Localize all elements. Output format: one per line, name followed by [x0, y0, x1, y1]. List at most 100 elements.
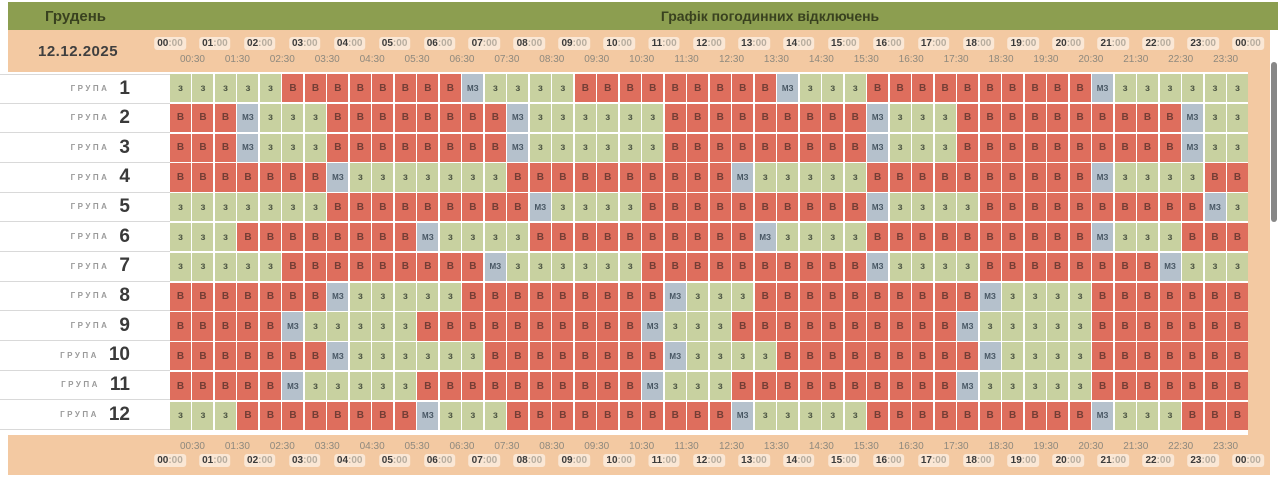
hour-label: 23:00 [1187, 454, 1219, 467]
hour-label: 08:00 [513, 454, 546, 467]
schedule-cell: В [1114, 133, 1136, 162]
schedule-cell: з [597, 193, 619, 222]
half-hour-label: 10:30 [629, 441, 655, 452]
hour-label: 17:00 [917, 454, 950, 467]
schedule-cell: В [484, 193, 506, 222]
schedule-cell: з [1182, 252, 1204, 282]
schedule-cell: МЗ [529, 193, 551, 222]
hour-label: 09:00 [558, 454, 591, 467]
group-row: ГРУПА 12 [0, 400, 170, 430]
schedule-cell: В [709, 252, 731, 282]
schedule-cell: В [1047, 222, 1069, 252]
schedule-cell: В [462, 282, 484, 311]
schedule-cell: В [709, 193, 731, 222]
schedule-cell: В [1047, 133, 1069, 162]
schedule-cell: В [327, 103, 349, 133]
schedule-cell: В [777, 133, 799, 162]
schedule-cell: В [237, 401, 259, 430]
schedule-cell: з [687, 282, 709, 311]
schedule-cell: В [372, 193, 394, 222]
schedule-cell: з [979, 312, 1001, 341]
schedule-cell: В [372, 74, 394, 103]
schedule-cell: з [799, 401, 821, 430]
schedule-cell: МЗ [1159, 252, 1181, 282]
schedule-cell: В [799, 282, 821, 311]
schedule-cell: В [462, 252, 484, 282]
hour-label: 15:00 [828, 37, 860, 50]
schedule-cell: В [709, 222, 731, 252]
schedule-cell: з [259, 252, 281, 282]
schedule-cell: з [507, 252, 529, 282]
schedule-cell: В [1092, 133, 1114, 162]
schedule-cell: В [282, 342, 304, 371]
schedule-cell: В [822, 103, 844, 133]
schedule-cell: В [912, 401, 934, 430]
schedule-cell: з [552, 133, 574, 162]
schedule-cell: В [1159, 193, 1181, 222]
schedule-cell: МЗ [327, 163, 349, 192]
schedule-cell: з [1137, 222, 1159, 252]
schedule-cell: МЗ [732, 401, 754, 430]
schedule-cell: з [844, 401, 866, 430]
schedule-cell: В [1182, 282, 1204, 311]
hour-label: 10:00 [603, 454, 635, 467]
schedule-cell: з [282, 193, 304, 222]
schedule-cell: В [304, 401, 326, 430]
schedule-cell: МЗ [1092, 163, 1114, 192]
half-hour-label: 15:30 [853, 441, 879, 452]
schedule-cell: з [709, 371, 731, 401]
schedule-cell: з [574, 103, 596, 133]
schedule-cell: В [1182, 371, 1204, 401]
schedule-cell: МЗ [979, 282, 1001, 311]
half-hour-label: 19:30 [1033, 441, 1059, 452]
schedule-cell: В [912, 74, 934, 103]
scrollbar-thumb[interactable] [1271, 62, 1277, 222]
schedule-cell: з [394, 163, 416, 192]
schedule-cell: МЗ [462, 74, 484, 103]
schedule-cell: В [417, 312, 439, 341]
schedule-cell: з [619, 103, 641, 133]
half-hour-label: 13:30 [763, 441, 789, 452]
schedule-cell: В [664, 252, 686, 282]
schedule-cell: В [1069, 133, 1091, 162]
half-hour-label: 21:30 [1123, 441, 1149, 452]
hour-label: 19:00 [1007, 454, 1040, 467]
group-row: ГРУПА 6 [0, 222, 170, 252]
hour-label: 18:00 [962, 454, 995, 467]
schedule-cell: з [1114, 163, 1136, 192]
schedule-cell: В [417, 133, 439, 162]
schedule-cell: В [709, 133, 731, 162]
schedule-cell: В [1069, 252, 1091, 282]
schedule-cell: В [417, 371, 439, 401]
schedule-cell: В [1024, 103, 1046, 133]
schedule-cell: В [979, 222, 1001, 252]
hour-label: 02:00 [244, 454, 276, 467]
month-label: Грудень [45, 7, 107, 25]
group-label: ГРУПА [70, 261, 110, 271]
schedule-cell: з [214, 252, 236, 282]
schedule-cell: В [304, 282, 326, 311]
hour-label: 03:00 [288, 37, 321, 50]
schedule-cell: В [867, 312, 889, 341]
schedule-cell: В [912, 312, 934, 341]
schedule-cell: з [934, 193, 956, 222]
group-number: 4 [119, 166, 130, 188]
group-label: ГРУПА [70, 232, 110, 242]
group-number: 7 [119, 255, 130, 277]
schedule-cell: В [619, 222, 641, 252]
schedule-cell: з [484, 222, 506, 252]
schedule-cell: з [709, 312, 731, 341]
schedule-cell: В [372, 133, 394, 162]
schedule-cell: МЗ [237, 133, 259, 162]
schedule-cell: МЗ [1092, 222, 1114, 252]
schedule-cell: В [1024, 252, 1046, 282]
schedule-cell: з [170, 193, 191, 222]
schedule-cell: з [597, 103, 619, 133]
schedule-cell: В [574, 342, 596, 371]
schedule-cell: з [912, 252, 934, 282]
schedule-cell: з [192, 74, 214, 103]
half-hour-label: 12:30 [718, 441, 745, 452]
hour-label: 20:00 [1052, 454, 1085, 467]
schedule-cell: В [1227, 222, 1248, 252]
schedule-cell: В [709, 401, 731, 430]
